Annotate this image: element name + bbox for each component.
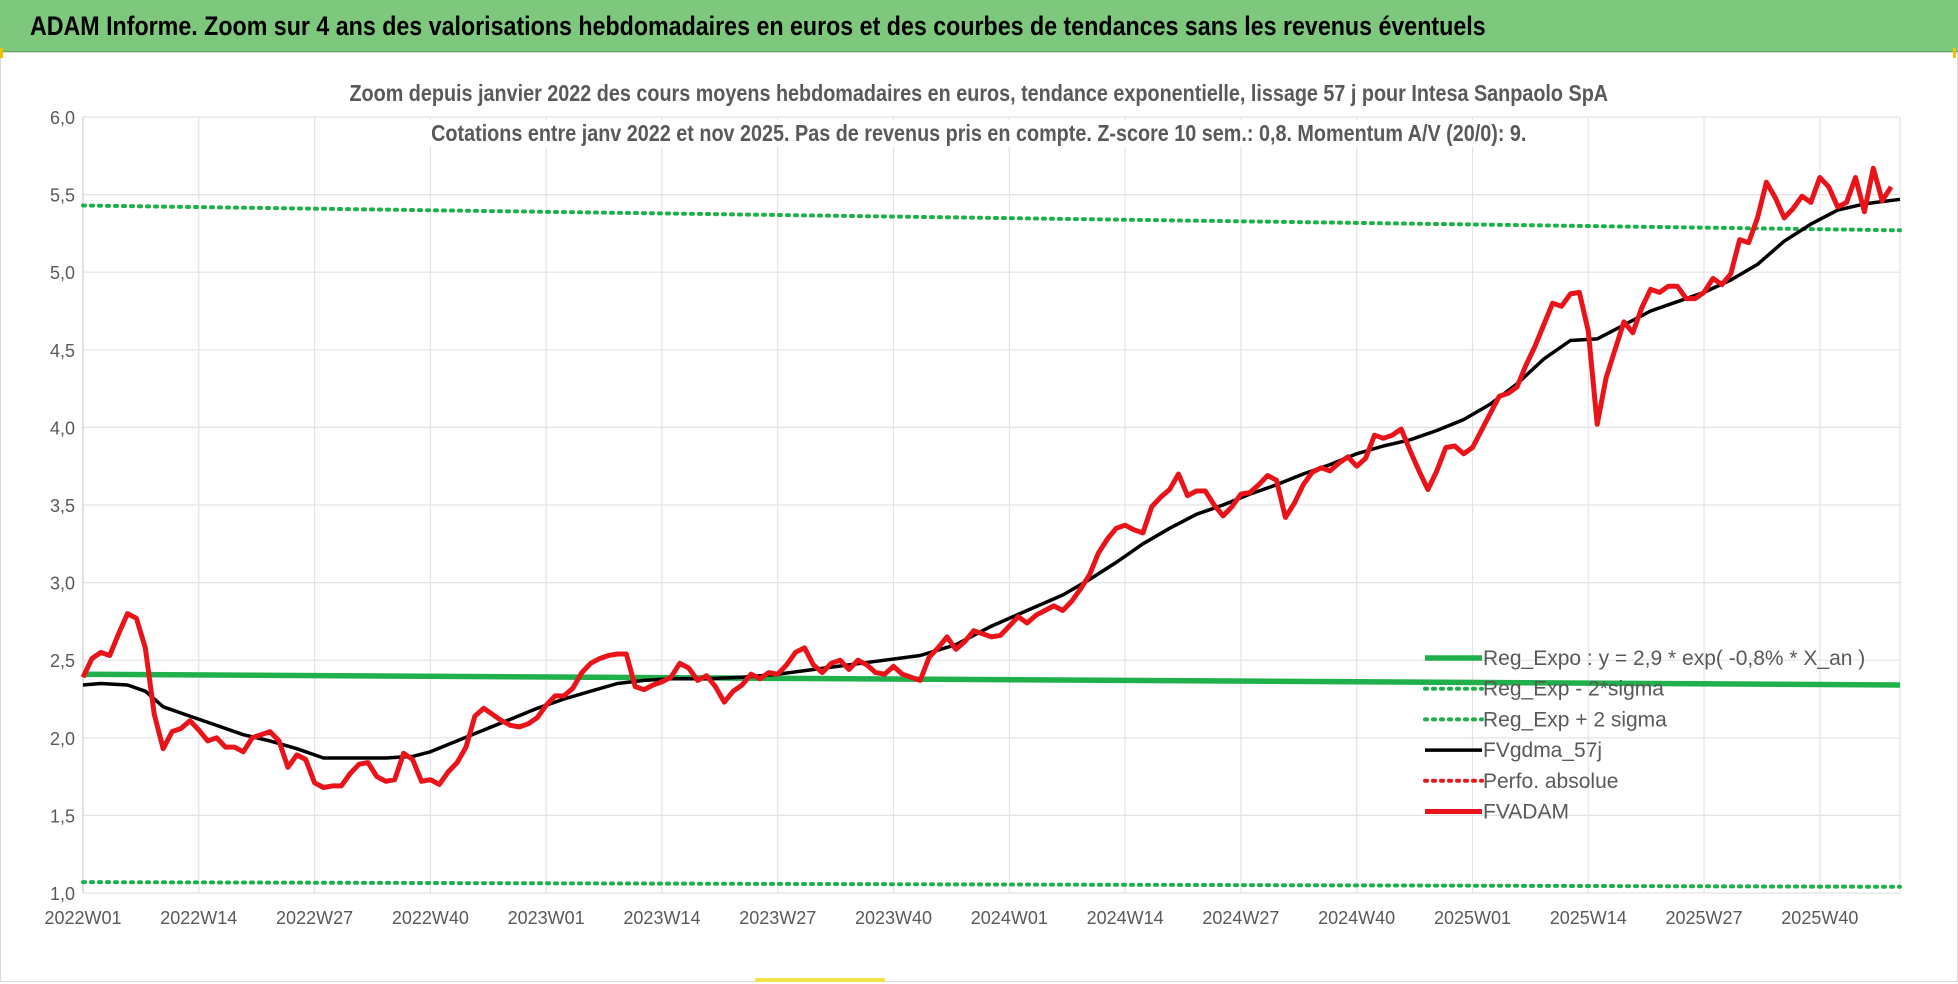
x-tick-label: 2023W40: [855, 908, 932, 928]
y-tick-label: 3,0: [50, 574, 75, 594]
x-tick-label: 2025W01: [1434, 908, 1511, 928]
x-tick-label: 2022W40: [392, 908, 469, 928]
x-tick-label: 2022W14: [160, 908, 237, 928]
y-tick-label: 1,0: [50, 884, 75, 904]
series-line-reg_exp: [81, 880, 1902, 889]
x-tick-label: 2023W01: [508, 908, 585, 928]
chart-title: Zoom depuis janvier 2022 des cours moyen…: [0, 80, 1958, 107]
y-tick-label: 4,0: [50, 418, 75, 438]
y-tick-label: 5,5: [50, 186, 75, 206]
x-tick-label: 2024W27: [1202, 908, 1279, 928]
series-line-reg_expo: [82, 671, 1901, 688]
x-tick-label: 2024W14: [1087, 908, 1164, 928]
x-tick-label: 2023W14: [623, 908, 700, 928]
y-tick-label: 5,0: [50, 263, 75, 283]
legend-label: FVADAM: [1483, 801, 1569, 824]
y-tick-label: 1,5: [50, 806, 75, 826]
frame-corner-accent-right: [1953, 48, 1956, 58]
x-tick-label: 2025W40: [1781, 908, 1858, 928]
x-tick-label: 2025W14: [1550, 908, 1627, 928]
legend-label: Perfo. absolue: [1483, 770, 1618, 793]
series-line-fvgdma_57j: [82, 197, 1901, 760]
y-tick-label: 2,0: [50, 729, 75, 749]
legend-label: Reg_Exp - 2*sigma: [1483, 678, 1664, 701]
legend-label: FVgdma_57j: [1483, 739, 1602, 762]
legend-label: Reg_Expo : y = 2,9 * exp( -0,8% * X_an ): [1483, 647, 1865, 670]
report-title: ADAM Informe. Zoom sur 4 ans des valoris…: [30, 11, 1486, 41]
legend-label: Reg_Exp + 2 sigma: [1483, 708, 1667, 731]
x-tick-label: 2022W01: [44, 908, 121, 928]
frame-bottom-accent: [755, 978, 885, 982]
x-tick-label: 2024W01: [971, 908, 1048, 928]
frame-corner-accent-left: [0, 48, 3, 58]
chart-grid: [82, 116, 1901, 894]
series-line-fvadam: [80, 165, 1894, 790]
y-tick-label: 2,5: [50, 651, 75, 671]
x-tick-label: 2024W40: [1318, 908, 1395, 928]
chart-subtitle: Cotations entre janv 2022 et nov 2025. P…: [0, 120, 1958, 147]
x-tick-label: 2025W27: [1666, 908, 1743, 928]
x-axis: 2022W01 2022W14 2022W27 2022W40 2023W01 2023W…: [44, 908, 1858, 928]
y-tick-label: 4,5: [50, 341, 75, 361]
x-tick-label: 2023W27: [739, 908, 816, 928]
x-tick-label: 2022W27: [276, 908, 353, 928]
y-tick-label: 3,5: [50, 496, 75, 516]
header-banner: ADAM Informe. Zoom sur 4 ans des valoris…: [0, 0, 1958, 52]
chart-legend: Reg_Expo : y = 2,9 * exp( -0,8% * X_an )…: [1423, 647, 1865, 824]
series-line-reg_exp: [81, 203, 1902, 233]
chart-series: [80, 165, 1902, 889]
y-axis: 1,0 1,5 2,0 2,5 3,0 3,5 4,0 4,5 5,0 5,5 6,0: [50, 108, 75, 904]
y-tick-label: 6,0: [50, 108, 75, 128]
